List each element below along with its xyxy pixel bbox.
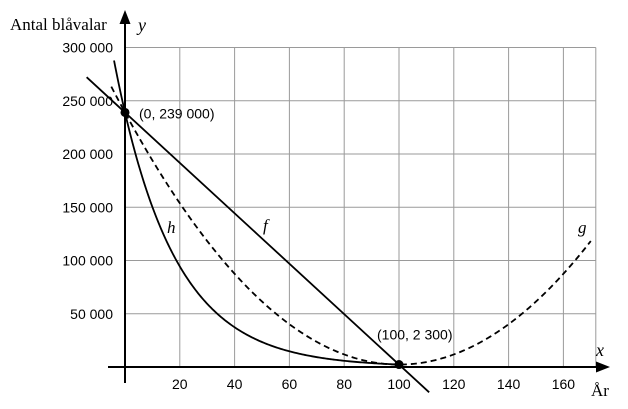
x-tick-label: 140 <box>497 376 521 392</box>
y-tick-label: 250 000 <box>62 93 113 109</box>
y-axis-arrow <box>119 10 131 24</box>
x-tick-label: 120 <box>442 376 466 392</box>
point-marker <box>394 360 404 370</box>
y-tick-label: 150 000 <box>62 199 113 215</box>
tick-labels: 20 40 60 80 100 120 140 160 50 000 100 000 150 000… <box>62 40 575 393</box>
x-tick-label: 20 <box>172 376 188 392</box>
curves: f g h <box>86 60 592 393</box>
x-axis-symbol: x <box>595 340 604 360</box>
x-axis-arrow <box>596 361 610 373</box>
x-tick-label: 160 <box>552 376 576 392</box>
y-axis-title: Antal blåvalar <box>10 15 107 34</box>
y-tick-label: 100 000 <box>62 253 113 269</box>
axes <box>108 10 610 383</box>
point-marker <box>120 107 130 117</box>
points: (0, 239 000) (100, 2 300) <box>120 105 453 370</box>
point-label: (0, 239 000) <box>139 105 215 121</box>
x-tick-label: 80 <box>336 376 352 392</box>
series-h-label: h <box>167 218 176 237</box>
series-f-line <box>86 76 430 393</box>
y-axis-symbol: y <box>136 15 146 35</box>
point-label: (100, 2 300) <box>377 327 453 343</box>
x-tick-label: 40 <box>227 376 243 392</box>
y-tick-label: 200 000 <box>62 146 113 162</box>
x-tick-label: 100 <box>387 376 411 392</box>
x-axis-title: År <box>591 381 609 400</box>
series-g-label: g <box>578 218 587 237</box>
grid <box>125 47 597 367</box>
y-tick-label: 300 000 <box>62 40 113 56</box>
series-h-line <box>113 60 400 366</box>
series-f-label: f <box>263 216 270 235</box>
x-tick-label: 60 <box>282 376 298 392</box>
y-tick-label: 50 000 <box>70 306 113 322</box>
labels: Antal blåvalar y x År <box>10 15 609 400</box>
series-g-line <box>110 86 592 366</box>
